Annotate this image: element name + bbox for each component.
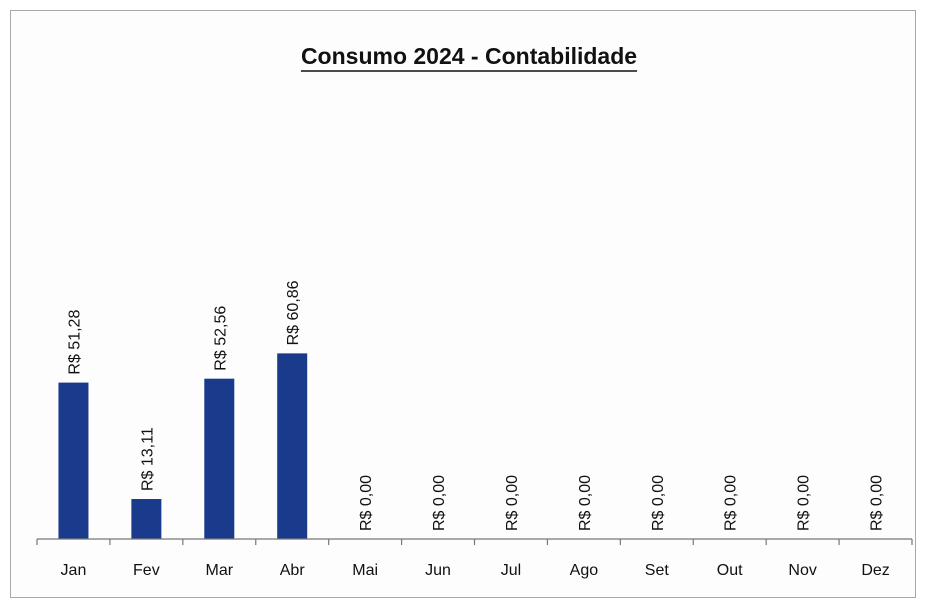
x-tick-label-jan: Jan (61, 562, 87, 579)
x-tick-label-jun: Jun (425, 562, 451, 579)
chart-title: Consumo 2024 - Contabilidade (301, 43, 637, 69)
x-axis: Jan Fev Mar Abr Mai Jun Jul Ago Set Out Nov Dez (36, 538, 913, 579)
data-label-ago: R$ 0,00 (577, 475, 594, 531)
data-label-jun: R$ 0,00 (431, 475, 448, 531)
bars-group (58, 353, 308, 539)
data-label-abr: R$ 60,86 (285, 280, 302, 345)
x-tick-label-nov: Nov (788, 562, 816, 579)
x-tick-label-fev: Fev (133, 562, 160, 579)
data-labels-group: R$ 51,28 R$ 13,11 R$ 52,56 R$ 60,86 R$ 0,00 R… (66, 280, 885, 531)
x-tick-label-abr: Abr (280, 562, 306, 579)
data-label-set: R$ 0,00 (650, 475, 667, 531)
x-tick-label-jul: Jul (501, 562, 521, 579)
bar-mar (204, 378, 235, 539)
data-label-mai: R$ 0,00 (358, 475, 375, 531)
data-label-jul: R$ 0,00 (504, 475, 521, 531)
x-tick-label-out: Out (717, 562, 743, 579)
data-label-jan: R$ 51,28 (66, 310, 83, 375)
chart-title-group: Consumo 2024 - Contabilidade (300, 43, 638, 72)
data-label-out: R$ 0,00 (723, 475, 740, 531)
x-tick-label-dez: Dez (861, 562, 889, 579)
x-tick-label-set: Set (645, 562, 670, 579)
data-label-fev: R$ 13,11 (139, 427, 156, 491)
bar-fev (131, 499, 162, 539)
x-tick-label-mai: Mai (352, 562, 378, 579)
bar-abr (277, 353, 308, 539)
data-label-mar: R$ 52,56 (212, 306, 229, 371)
data-label-nov: R$ 0,00 (796, 475, 813, 531)
bar-jan (58, 382, 89, 539)
x-tick-label-ago: Ago (570, 562, 599, 579)
x-tick-label-mar: Mar (206, 562, 234, 579)
data-label-dez: R$ 0,00 (869, 475, 886, 531)
